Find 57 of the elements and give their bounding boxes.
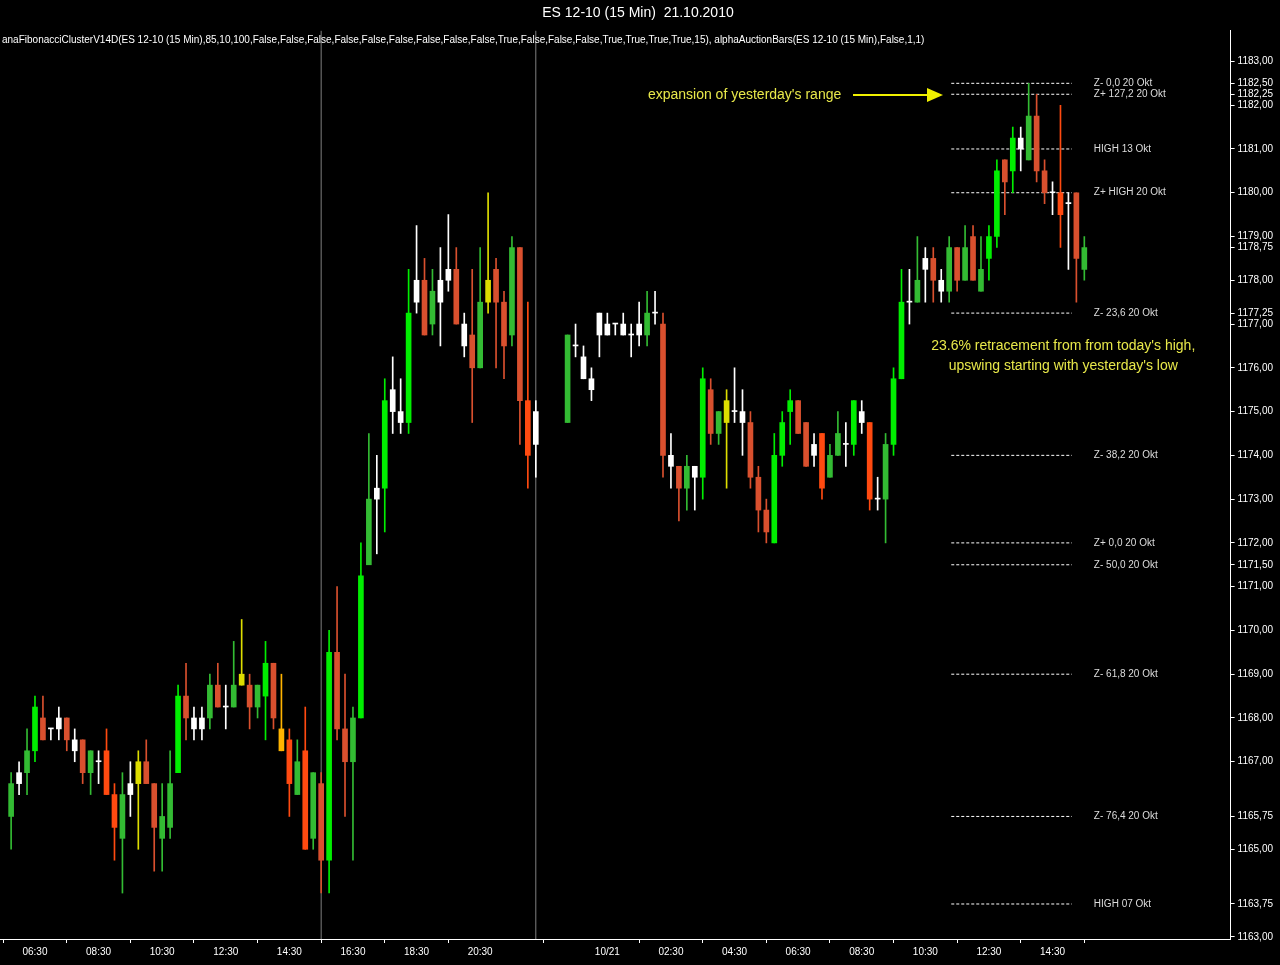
x-tick-label: 14:30 — [1040, 945, 1066, 957]
x-tick-label: 20:30 — [467, 945, 494, 957]
y-tick-label: 1182,50 — [1237, 77, 1274, 89]
y-tick-label: 1175,00 — [1237, 405, 1274, 417]
y-tick-label: 1171,50 — [1237, 558, 1274, 570]
y-tick-label: 1165,75 — [1237, 810, 1274, 822]
x-tick-label: 14:30 — [276, 945, 303, 957]
y-tick-label: 1176,00 — [1237, 361, 1274, 373]
y-tick-label: 1163,75 — [1237, 897, 1274, 909]
y-tick-label: 1180,00 — [1237, 186, 1274, 198]
y-tick-label: 1182,00 — [1237, 98, 1274, 110]
ref-line-label: Z- 38,2 20 Okt — [1093, 449, 1158, 461]
y-tick-label: 1182,25 — [1237, 88, 1274, 100]
y-tick-label: 1178,75 — [1237, 241, 1274, 253]
y-tick-label: 1174,00 — [1237, 449, 1274, 461]
y-tick-label: 1171,00 — [1237, 580, 1274, 592]
y-tick-label: 1178,00 — [1237, 274, 1274, 286]
y-tick-label: 1163,00 — [1237, 930, 1274, 942]
chart-title: ES 12-10 (15 Min) 21.10.2010 — [542, 4, 734, 21]
ref-line-label: HIGH 07 Okt — [1093, 897, 1152, 909]
y-tick-label: 1183,00 — [1237, 55, 1274, 67]
ref-line-label: Z+ HIGH 20 Okt — [1093, 186, 1167, 198]
ref-line-label: Z+ 0,0 20 Okt — [1093, 536, 1155, 548]
x-tick-label: 10:30 — [912, 945, 939, 957]
ref-line-label: Z- 0,0 20 Okt — [1093, 77, 1153, 89]
ref-line-label: HIGH 13 Okt — [1093, 142, 1152, 154]
y-tick-label: 1179,00 — [1237, 230, 1274, 242]
y-tick-label: 1170,00 — [1237, 624, 1274, 636]
y-tick-label: 1177,25 — [1237, 306, 1274, 318]
ref-line-label: Z- 76,4 20 Okt — [1093, 810, 1158, 822]
y-tick-label: 1177,00 — [1237, 317, 1274, 329]
x-tick-label: 10:30 — [149, 945, 176, 957]
y-tick-label: 1167,00 — [1237, 755, 1274, 767]
y-tick-label: 1181,00 — [1237, 142, 1274, 154]
ref-line-label: Z- 23,6 20 Okt — [1093, 306, 1158, 318]
y-tick-label: 1168,00 — [1237, 711, 1274, 723]
y-tick-label: 1165,00 — [1237, 843, 1274, 855]
x-tick-label: 04:30 — [722, 945, 748, 957]
y-tick-label: 1169,00 — [1237, 667, 1274, 679]
ref-line-label: Z+ 127,2 20 Okt — [1093, 88, 1167, 100]
ref-line-label: Z- 61,8 20 Okt — [1093, 667, 1158, 679]
annotation: 23.6% retracement from from today's high, upswing starting with yesterday's low — [931, 336, 1196, 373]
x-tick-label: 18:30 — [404, 945, 430, 957]
annotation: expansion of yesterday's range — [647, 86, 842, 103]
x-tick-label: 08:30 — [86, 945, 112, 957]
x-tick-label: 12:30 — [976, 945, 1002, 957]
x-tick-label: 12:30 — [213, 945, 239, 957]
y-tick-label: 1173,00 — [1237, 492, 1274, 504]
x-tick-label: 02:30 — [658, 945, 684, 957]
x-tick-label: 10/21 — [594, 945, 621, 957]
ref-line-label: Z- 50,0 20 Okt — [1093, 558, 1158, 570]
annotation: anaFibonacciClusterV14D(ES 12-10 (15 Min),85,10,100,False,False,False,False,False,False,False,False,False,True,False,False,False,True,True,True,True,15), alphaAuctionBars(ES 12-10 (15 Min),False,1,1) — [2, 33, 925, 45]
x-tick-label: 08:30 — [849, 945, 875, 957]
x-tick-label: 06:30 — [22, 945, 48, 957]
y-tick-label: 1172,00 — [1237, 536, 1274, 548]
x-tick-label: 06:30 — [785, 945, 812, 957]
x-tick-label: 16:30 — [340, 945, 366, 957]
